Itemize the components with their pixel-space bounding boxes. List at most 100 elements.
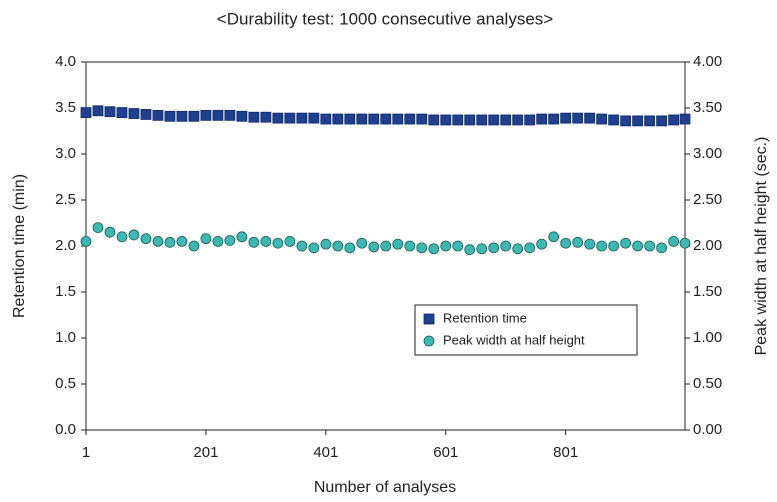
data-point [368,241,380,253]
y-tick-label: 1.0 [55,329,76,346]
data-point [332,240,344,252]
data-point [548,231,560,243]
data-point [356,113,368,125]
data-point [404,113,416,125]
data-point [524,242,536,254]
data-point [260,111,272,123]
data-point [332,113,344,125]
data-point [224,109,236,121]
data-point [584,238,596,250]
data-point [80,235,92,247]
data-point [656,115,668,127]
data-point [584,112,596,124]
data-point [476,243,488,255]
x-tick-label: 601 [433,444,458,461]
data-point [236,231,248,243]
y-tick-label: 2.0 [55,237,76,254]
data-point [320,113,332,125]
data-point [404,240,416,252]
data-point [296,240,308,252]
x-tick-label: 401 [313,444,338,461]
data-point [284,235,296,247]
y2-tick-label: 1.00 [693,329,722,346]
data-point [140,109,152,120]
data-point [164,236,176,248]
data-point [104,106,116,118]
y-tick-label: 0.5 [55,375,76,392]
data-point [296,112,308,124]
legend-marker [423,335,435,347]
legend-marker [423,313,435,325]
y-tick-label: 4.0 [55,53,76,70]
data-point [524,114,536,126]
data-point [512,114,524,126]
data-point [104,226,116,238]
data-point [416,113,428,125]
data-point [656,242,668,254]
data-point [176,235,188,247]
data-point [476,114,488,126]
data-point [668,235,680,247]
y2-tick-label: 2.50 [693,191,722,208]
data-point [596,240,608,252]
y2-tick-label: 0.50 [693,375,722,392]
data-point [308,112,320,124]
data-point [368,113,380,125]
data-point [356,237,368,249]
y2-tick-label: 0.00 [693,421,722,438]
legend-label: Peak width at half height [443,332,585,347]
data-point [632,240,644,252]
y2-tick-label: 2.00 [693,237,722,254]
data-point [248,236,260,248]
y-tick-label: 3.0 [55,145,76,162]
data-point [560,112,572,124]
data-point [572,236,584,248]
x-axis-label: Number of analyses [314,479,456,496]
data-point [452,114,464,126]
data-point [80,107,92,118]
data-point [608,240,620,252]
data-point [548,113,560,125]
data-point [416,242,428,254]
legend-label: Retention time [443,310,527,325]
data-point [644,115,656,127]
data-point [500,240,512,252]
data-point [392,113,404,125]
data-point [464,244,476,256]
data-point [116,107,128,118]
data-point [92,222,104,234]
data-point [380,113,392,125]
data-point [596,113,608,125]
data-point [200,109,212,121]
y-tick-label: 3.5 [55,99,76,116]
data-point [679,237,691,249]
data-point [212,109,224,121]
data-point [152,235,164,247]
data-point [644,240,656,252]
data-point [668,114,680,126]
x-tick-label: 801 [553,444,578,461]
y-tick-label: 2.5 [55,191,76,208]
data-point [440,240,452,252]
data-point [608,114,620,126]
y2-tick-label: 3.50 [693,99,722,116]
data-point [428,114,440,126]
chart-title: <Durability test: 1000 consecutive analy… [217,9,553,28]
data-point [320,238,332,250]
data-point [284,112,296,124]
x-tick-label: 1 [82,444,90,461]
data-point [128,229,140,241]
data-point [344,242,356,254]
data-point [344,113,356,125]
data-point [212,235,224,247]
y2-axis-label: Peak width at half height (sec.) [753,137,770,356]
data-point [620,115,632,127]
data-point [128,108,140,119]
data-point [272,237,284,249]
data-point [188,110,200,122]
legend-box [414,304,638,356]
data-point [116,231,128,243]
y-tick-label: 1.5 [55,283,76,300]
data-point [488,242,500,254]
